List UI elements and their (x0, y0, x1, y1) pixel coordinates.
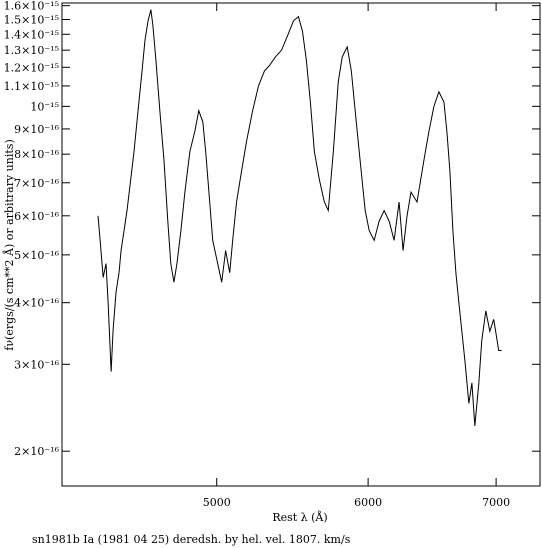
y-axis-label: fν(ergs/(s cm**2 Å) or arbitrary units) (2, 139, 16, 350)
y-tick-label: 1.5×10⁻¹⁵ (4, 13, 59, 26)
spectrum-line (97, 9, 502, 426)
y-tick-label: 3×10⁻¹⁶ (14, 358, 59, 371)
y-tick-label: 1.6×10⁻¹⁵ (4, 0, 59, 13)
y-tick-label: 8×10⁻¹⁶ (14, 148, 59, 161)
y-tick-label: 1.1×10⁻¹⁵ (4, 80, 59, 93)
y-tick-label: 4×10⁻¹⁶ (14, 297, 59, 310)
plot-frame (61, 2, 541, 487)
caption: sn1981b Ia (1981 04 25) deredsh. by hel.… (32, 533, 351, 546)
y-tick-label: 6×10⁻¹⁶ (14, 210, 59, 223)
y-tick-label: 1.3×10⁻¹⁵ (4, 44, 59, 57)
y-tick-label: 5×10⁻¹⁶ (14, 249, 59, 262)
x-tick-label: 7000 (482, 496, 510, 509)
y-tick-label: 2×10⁻¹⁶ (14, 445, 59, 458)
x-tick-label: 6000 (354, 496, 382, 509)
y-tick-label: 9×10⁻¹⁶ (14, 123, 59, 136)
y-tick-label: 1.2×10⁻¹⁵ (4, 61, 59, 74)
x-axis-label: Rest λ (Å) (272, 510, 327, 524)
x-tick-label: 5000 (203, 496, 231, 509)
y-tick-label: 1.4×10⁻¹⁵ (4, 28, 59, 41)
y-tick-label: 7×10⁻¹⁶ (14, 177, 59, 190)
y-tick-label: 10⁻¹⁵ (30, 100, 59, 113)
